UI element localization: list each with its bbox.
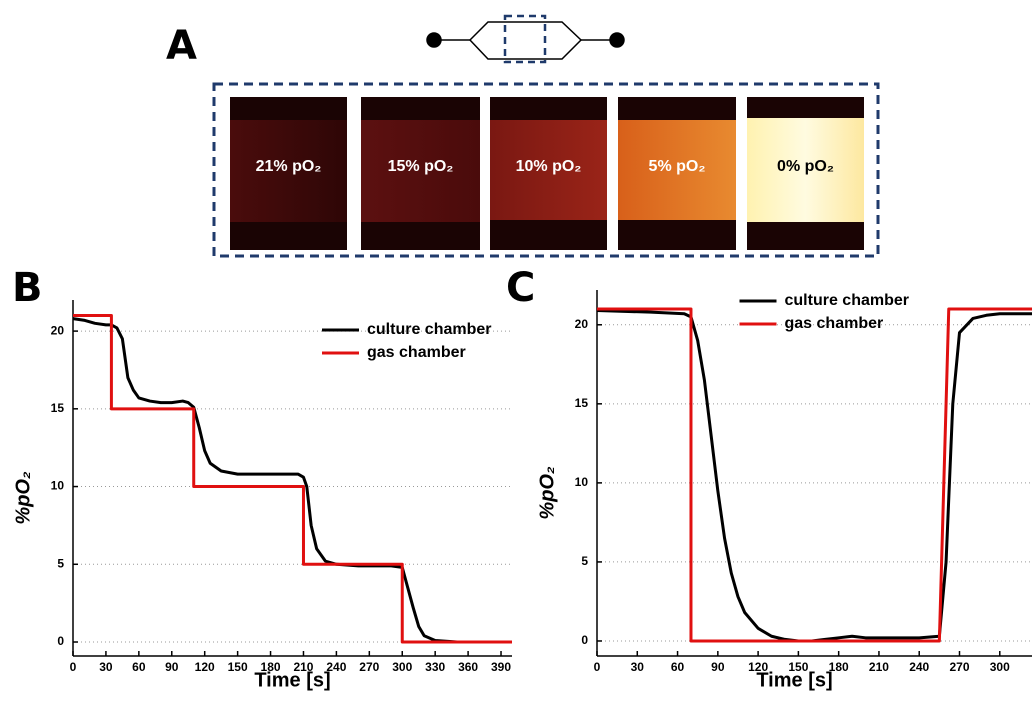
x-axis-label: Time [s] <box>254 669 330 691</box>
x-tick-label: 90 <box>711 660 725 674</box>
x-tick-label: 390 <box>491 660 511 674</box>
y-tick-label: 20 <box>51 323 65 337</box>
tile-label: 21% pO₂ <box>256 158 322 175</box>
x-tick-label: 120 <box>195 660 215 674</box>
data-line <box>597 311 1032 641</box>
y-axis-label: %pO₂ <box>12 471 34 525</box>
x-tick-label: 90 <box>165 660 179 674</box>
tile-label: 0% pO₂ <box>777 158 834 175</box>
x-tick-label: 360 <box>458 660 478 674</box>
x-axis-label: Time [s] <box>756 669 832 691</box>
y-tick-label: 20 <box>575 317 589 331</box>
x-tick-label: 270 <box>359 660 379 674</box>
legend-label: gas chamber <box>785 315 884 332</box>
x-tick-label: 270 <box>949 660 969 674</box>
x-tick-label: 60 <box>671 660 685 674</box>
x-tick-label: 30 <box>631 660 645 674</box>
y-tick-label: 5 <box>57 556 64 570</box>
x-tick-label: 300 <box>990 660 1010 674</box>
x-tick-label: 240 <box>909 660 929 674</box>
x-tick-label: 150 <box>228 660 248 674</box>
data-line <box>73 319 512 642</box>
y-tick-label: 0 <box>57 634 64 648</box>
tile-label: 15% pO₂ <box>388 158 454 175</box>
device-schematic <box>427 16 624 62</box>
legend-label: culture chamber <box>785 292 909 309</box>
y-tick-label: 5 <box>581 554 588 568</box>
y-tick-label: 10 <box>51 479 65 493</box>
tile-label: 5% pO₂ <box>649 158 706 175</box>
x-tick-label: 0 <box>70 660 77 674</box>
x-tick-label: 30 <box>99 660 113 674</box>
x-tick-label: 210 <box>869 660 889 674</box>
y-tick-label: 15 <box>51 401 65 415</box>
legend-label: culture chamber <box>367 321 491 338</box>
x-tick-label: 300 <box>392 660 412 674</box>
tiles: 21% pO₂ 15% pO₂ 10% pO₂ 5% pO₂ 0% pO₂ <box>230 97 864 250</box>
x-tick-label: 330 <box>425 660 445 674</box>
panel-letter: A <box>166 23 197 69</box>
y-tick-label: 15 <box>575 396 589 410</box>
y-tick-label: 0 <box>581 633 588 647</box>
y-tick-label: 10 <box>575 475 589 489</box>
tile-label: 10% pO₂ <box>516 158 582 175</box>
panel-letter: B <box>12 265 43 311</box>
data-line <box>73 316 512 642</box>
figure: A 21% pO₂ 15% pO₂ 10% pO₂ 5% pO₂ 0% pO₂ B 0 5 1… <box>0 0 1032 721</box>
x-tick-label: 60 <box>132 660 146 674</box>
data-line <box>597 309 1032 641</box>
legend-label: gas chamber <box>367 344 466 361</box>
panel-letter: C <box>506 265 535 311</box>
y-axis-label: %pO₂ <box>536 466 558 520</box>
x-tick-label: 0 <box>594 660 601 674</box>
